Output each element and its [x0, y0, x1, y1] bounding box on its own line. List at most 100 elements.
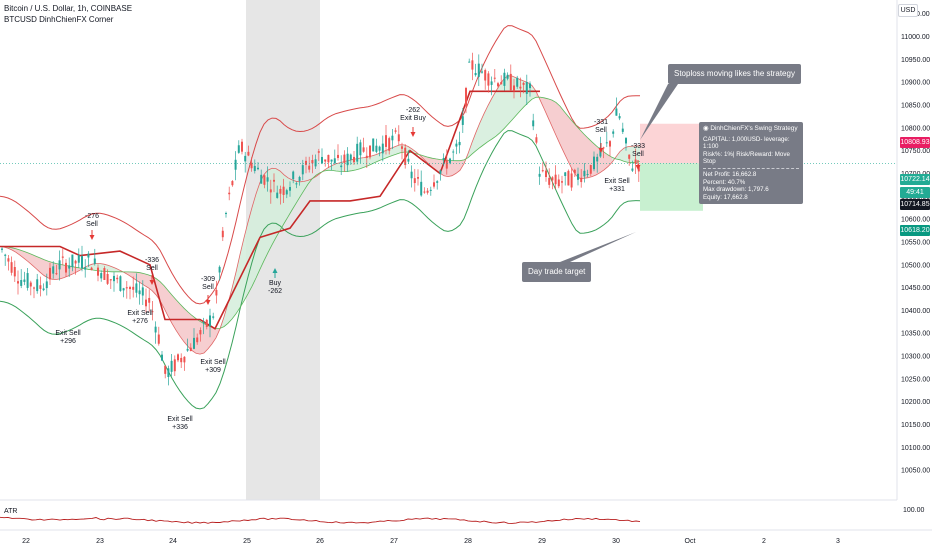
price-tick-label: 10300.00 — [901, 354, 930, 361]
price-tick-label: 10800.00 — [901, 125, 930, 132]
signal-arrow-down — [149, 280, 155, 285]
annotation-line2: +296 — [60, 338, 76, 345]
band-fill-bear-3 — [120, 270, 220, 355]
band-fill-bull-8 — [464, 75, 536, 164]
candle-body — [199, 330, 202, 335]
candle-body — [631, 168, 634, 171]
candle-body — [465, 88, 467, 106]
candle-body — [369, 145, 371, 158]
candle-body — [506, 74, 509, 79]
price-label: 49:41 — [900, 187, 930, 198]
time-tick-label: 24 — [169, 538, 177, 545]
candle-body — [359, 142, 362, 156]
net-profit-line: Net Profit: 16,662.8 — [703, 170, 757, 178]
candle-body — [372, 138, 375, 152]
candle-body — [615, 108, 618, 116]
price-tick-label: 10550.00 — [901, 239, 930, 246]
candle-body — [215, 289, 218, 296]
time-tick-label: 23 — [96, 538, 104, 545]
candle-body — [1, 248, 3, 250]
candle-body — [285, 190, 288, 195]
annotation-line1: -333 — [630, 143, 645, 150]
candle-body — [241, 141, 243, 152]
candle-body — [308, 165, 311, 170]
time-tick-label: Oct — [685, 538, 696, 545]
candle-body — [29, 282, 32, 287]
candle-body — [455, 143, 458, 147]
time-tick-label: 27 — [390, 538, 398, 545]
candle-body — [621, 128, 624, 132]
lower-band-line — [0, 130, 641, 410]
candle-body — [55, 273, 58, 275]
candle-body — [493, 77, 496, 79]
candle-body — [61, 256, 64, 258]
candle-body — [119, 276, 122, 291]
candle-body — [378, 146, 381, 151]
candle-body — [266, 177, 269, 182]
candle-body — [353, 156, 355, 163]
candle-body — [177, 354, 179, 361]
candle-body — [554, 174, 557, 185]
candle-body — [167, 368, 170, 377]
candle-body — [263, 175, 266, 185]
trailing-stop-line — [0, 90, 540, 330]
candle-body — [49, 267, 51, 280]
candle-body — [458, 141, 461, 146]
candle-body — [157, 334, 160, 344]
candle-body — [103, 268, 106, 280]
signal-arrow-up — [272, 268, 278, 273]
time-tick-label: 30 — [612, 538, 620, 545]
candle-body — [497, 83, 499, 87]
candle-body — [442, 157, 445, 161]
price-tick-label: 10500.00 — [901, 262, 930, 269]
atr-tick-label: 100.00 — [903, 507, 925, 514]
candle-body — [173, 359, 176, 372]
candle-body — [477, 63, 480, 77]
annotation-line2: Sell — [632, 151, 644, 158]
annotation-line1: Buy — [268, 280, 282, 287]
candle-body — [209, 315, 211, 327]
candle-body — [109, 279, 112, 281]
candle-body — [337, 154, 339, 158]
candle-body — [161, 354, 163, 361]
trade-annotation-sell: -336 Sell — [136, 257, 168, 273]
annotation-line1: -331 — [593, 119, 608, 126]
candle-body — [180, 357, 183, 363]
annotation-line1: -309 — [200, 276, 215, 283]
candle-body — [23, 279, 26, 282]
candle-body — [346, 153, 349, 166]
currency-button[interactable]: USD — [898, 4, 918, 17]
trade-annotation-buy: Buy -262 — [259, 280, 291, 296]
candle-body — [541, 170, 544, 172]
candle-body — [439, 170, 442, 174]
annotation-line1: -262 — [405, 107, 420, 114]
candle-body — [516, 77, 519, 87]
trade-annotation-sell: -309 Sell — [192, 276, 224, 292]
candle-body — [394, 130, 397, 132]
candle-body — [77, 255, 80, 263]
candle-body — [26, 273, 29, 288]
candle-body — [503, 72, 506, 86]
candle-body — [58, 260, 61, 270]
annotation-line1: Exit Sell — [200, 359, 226, 366]
candle-body — [87, 253, 90, 258]
price-tick-label: 10050.00 — [901, 468, 930, 475]
candle-body — [52, 266, 55, 274]
candle-body — [250, 162, 253, 169]
candle-body — [68, 265, 71, 269]
candle-body — [509, 73, 512, 91]
price-label: 10618.20 — [900, 225, 930, 236]
candle-body — [129, 287, 131, 290]
candle-body — [545, 170, 547, 178]
candle-body — [468, 61, 471, 63]
candle-body — [196, 337, 199, 343]
strategy-info-box: ◉ DinhChienFX's Swing Strategy CAPITAL: … — [699, 122, 803, 204]
signal-arrow-down — [89, 235, 95, 240]
annotation-line2: +336 — [172, 424, 188, 431]
candle-body — [452, 151, 455, 153]
daytrade-callout: Day trade target — [522, 262, 592, 282]
trade-annotation-exit: Exit Sell +309 — [197, 359, 229, 375]
candle-body — [225, 213, 227, 215]
candle-body — [311, 160, 314, 164]
